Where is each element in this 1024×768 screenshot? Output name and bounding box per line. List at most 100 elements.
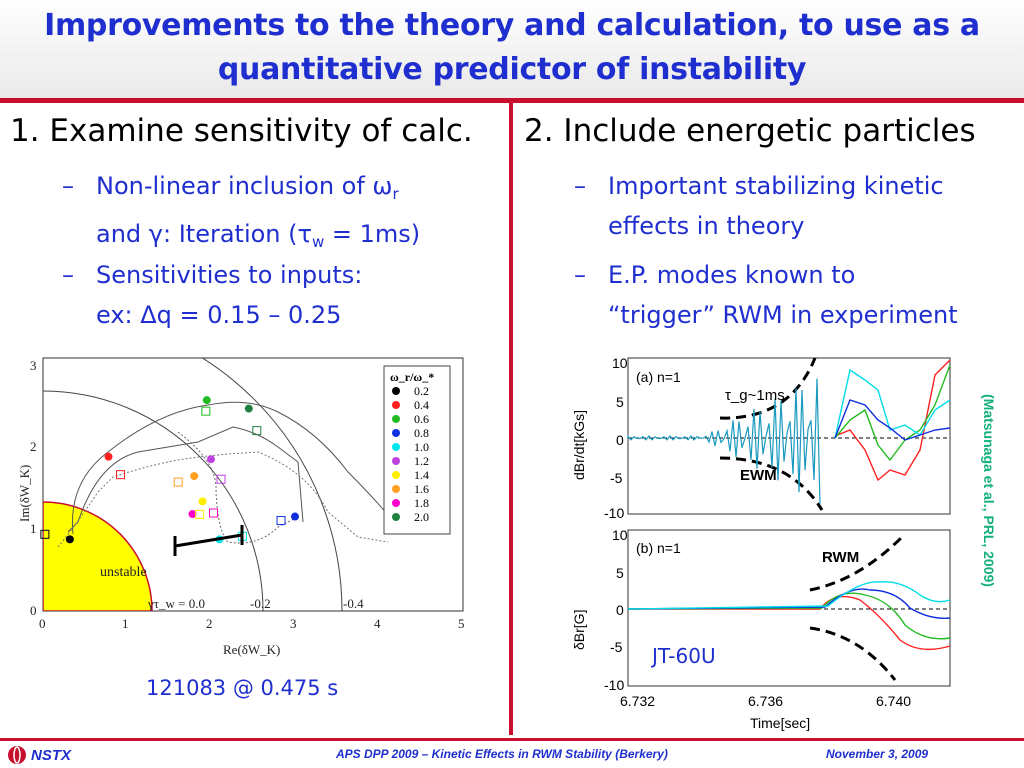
right-bullet-1: – Important stabilizing kinetic effects … (574, 166, 1014, 246)
jt60u-traces: (a) n=1 τ_g~1ms EWM 10 5 0 -5 -10 dBr/dt… (571, 355, 951, 731)
bullet-line: Important stabilizing kinetic (608, 172, 944, 200)
x-tick: 2 (206, 616, 213, 631)
stability-diagram: unstable γτ_w = 0.0 -0.2 -0.4 0 1 2 3 4 … (18, 357, 465, 657)
bullet-line: Non-linear inclusion of ω (96, 172, 393, 200)
bullet-dash: – (62, 261, 74, 289)
legend-label-0.2: 0.2 (414, 384, 429, 398)
y-tick: 0 (616, 432, 624, 448)
contour-label-1: -0.2 (250, 596, 271, 611)
legend-marker-1.6 (392, 485, 400, 493)
square-1.4 (195, 509, 205, 519)
subscript: w (311, 233, 325, 251)
square-0.8 (276, 516, 286, 526)
x-axis-label: Re(δW_K) (223, 642, 280, 657)
left-heading: 1. Examine sensitivity of calc. (10, 113, 473, 149)
bullet-line: and γ: Iteration (τ (96, 220, 312, 248)
dq-range-bar (174, 533, 243, 548)
legend-label-0.6: 0.6 (414, 412, 429, 426)
envelope-bottom-b (809, 626, 897, 681)
legend-marker-1.4 (392, 471, 400, 479)
square-1.2 (216, 474, 226, 484)
trajectory-dotted (177, 431, 299, 544)
panel-b-ylabel: δBr[G] (571, 610, 587, 650)
panel-b-yticks: 10 5 0 -5 -10 (604, 527, 628, 693)
left-bullet-1: – Non-linear inclusion of ωr and γ: Iter… (62, 166, 492, 251)
y-tick: 10 (612, 355, 628, 371)
y-tick: -5 (610, 470, 623, 486)
jt60u-box (645, 640, 725, 670)
y-ticks: 0 1 2 3 (30, 358, 37, 618)
square-1.8 (209, 508, 219, 518)
logo-ring (13, 746, 21, 764)
column-divider (509, 103, 513, 735)
envelope-top-b (809, 532, 907, 592)
square-0.4 (116, 470, 126, 480)
bullet-dash: – (62, 172, 74, 200)
legend-marker-0.2 (392, 387, 400, 395)
x-tick: 0 (39, 616, 46, 631)
nstx-logo: NSTX (8, 746, 72, 764)
trace-cyan-b (627, 581, 951, 610)
trace-green-a (834, 364, 951, 462)
tau-g-label: τ_g~1ms (725, 387, 785, 404)
panel-b-xlabel: Time[sec] (750, 715, 810, 731)
legend-marker-2.0 (392, 513, 400, 521)
subscript: r (392, 185, 399, 203)
legend-label-1.2: 1.2 (414, 454, 429, 468)
contour-label-2: -0.4 (343, 596, 364, 611)
slide-title: Improvements to the theory and calculati… (0, 4, 1024, 92)
panel-a-yticks: 10 5 0 -5 -10 (604, 355, 628, 521)
panel-a-label: (a) n=1 (636, 369, 681, 385)
data-points (65, 396, 299, 544)
point-2.0 (244, 404, 253, 413)
bullet-line-end: = 1ms) (324, 220, 421, 248)
legend-marker-1.0 (392, 443, 400, 451)
point-1.2 (207, 455, 215, 464)
trace-red-a (834, 359, 951, 482)
jt60u-label: JT-60U (650, 644, 716, 668)
x-tick: 4 (374, 616, 381, 631)
panel-b-label: (b) n=1 (636, 540, 681, 556)
citation-text: (Matsunaga et al., PRL, 2009) (981, 394, 997, 587)
legend-items: 0.20.40.60.81.01.21.41.61.82.0 (392, 384, 429, 524)
point-0.6 (202, 396, 211, 405)
bullet-dash: – (574, 261, 586, 289)
bullet-line: Sensitivities to inputs: (96, 261, 363, 289)
contour-0.2 (43, 390, 264, 611)
point-0.8 (291, 512, 299, 521)
legend-label-1.4: 1.4 (414, 468, 429, 482)
y-axis-label: Im(δW_K) (18, 465, 32, 522)
title-divider (0, 98, 1024, 103)
trace-blue-a (834, 399, 951, 441)
citation: (Matsunaga et al., PRL, 2009) (981, 394, 997, 587)
y-tick: -5 (610, 639, 623, 655)
x-tick: 1 (122, 616, 129, 631)
legend-marker-0.6 (392, 415, 400, 423)
trace-green-b (627, 592, 951, 640)
point-0.4 (104, 452, 113, 461)
footer-presentation: APS DPP 2009 – Kinetic Effects in RWM St… (336, 747, 668, 761)
left-bullet-2: – Sensitivities to inputs: ex: Δq = 0.15… (62, 255, 492, 335)
bullet-text: Sensitivities to inputs: ex: Δq = 0.15 –… (96, 255, 362, 335)
y-tick: 3 (30, 358, 37, 373)
y-tick: 5 (616, 394, 624, 410)
panel-b-xticks: 6.732 6.736 6.740 (620, 693, 911, 709)
bullet-dash: – (574, 172, 586, 200)
bullet-text: Non-linear inclusion of ωr and γ: Iterat… (96, 166, 420, 262)
footer-divider (0, 738, 1024, 741)
bullet-line: effects in theory (608, 212, 805, 240)
title-line-2: quantitative predictor of instability (217, 52, 807, 87)
point-1.4 (198, 497, 207, 506)
title-line-1: Improvements to the theory and calculati… (44, 8, 980, 43)
contour-0.4 (201, 358, 343, 611)
legend-marker-1.2 (392, 457, 400, 465)
y-tick: 0 (616, 602, 624, 618)
square-0.2 (40, 529, 50, 539)
nstx-logo-icon (8, 746, 26, 764)
y-tick: 1 (30, 521, 37, 536)
ewm-label: EWM (740, 467, 777, 484)
legend-label-2.0: 2.0 (414, 510, 429, 524)
bullet-line: ex: Δq = 0.15 – 0.25 (96, 301, 342, 329)
square-0.6 (201, 406, 211, 416)
legend-label-1.6: 1.6 (414, 482, 429, 496)
